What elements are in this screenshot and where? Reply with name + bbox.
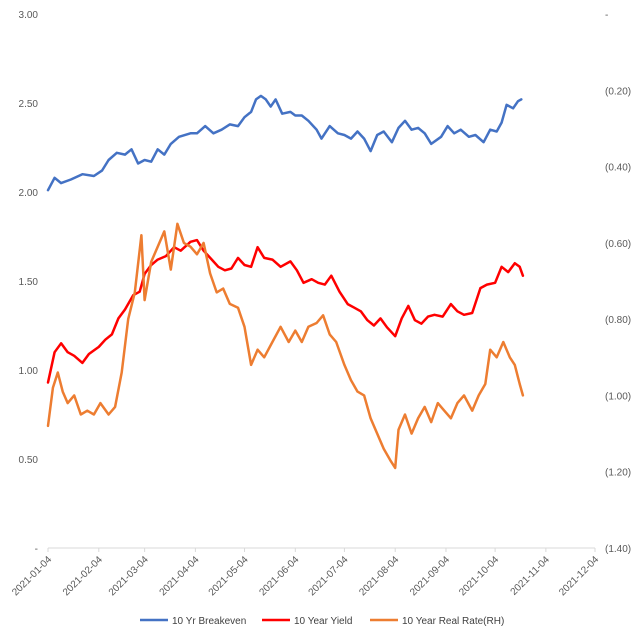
left-tick-label: 1.00 — [19, 366, 39, 377]
left-tick-label: 2.50 — [19, 99, 39, 110]
series-layer — [46, 94, 525, 470]
legend: 10 Yr Breakeven 10 Year Yield 10 Year Real… — [140, 616, 504, 627]
left-tick-label: 2.00 — [19, 188, 39, 199]
right-tick-label: (1.00) — [605, 391, 631, 402]
right-tick-label: (0.80) — [605, 315, 631, 326]
legend-label: 10 Yr Breakeven — [172, 616, 246, 627]
x-tick-label: 2021-05-04 — [207, 554, 251, 598]
legend-label: 10 Year Real Rate(RH) — [402, 616, 504, 627]
x-tick-label: 2021-12-04 — [557, 554, 601, 598]
x-tick-label: 2021-02-04 — [61, 554, 105, 598]
left-tick-label: 1.50 — [19, 277, 39, 288]
right-tick-label: (0.20) — [605, 86, 631, 97]
left-tick-label: 0.50 — [19, 455, 39, 466]
x-tick-label: 2021-06-04 — [257, 554, 301, 598]
x-tick-label: 2021-08-04 — [357, 554, 401, 598]
x-tick-label: 2021-11-04 — [509, 554, 553, 598]
left-axis: 3.00 2.50 2.00 1.50 1.00 0.50 - — [19, 10, 39, 555]
x-tick-label: 2021-03-04 — [107, 554, 151, 598]
left-tick-label: - — [35, 544, 38, 555]
series-line-1 — [46, 94, 523, 192]
x-tick-label: 2021-01-04 — [10, 554, 54, 598]
legend-label: 10 Year Yield — [294, 616, 352, 627]
x-tick-label: 2021-10-04 — [457, 554, 501, 598]
x-axis: 2021-01-04 2021-02-04 2021-03-04 2021-04-04… — [10, 548, 601, 598]
right-tick-label: (0.40) — [605, 163, 631, 174]
right-tick-label: (0.60) — [605, 239, 631, 250]
series-line-2 — [46, 238, 525, 384]
right-axis: - (0.20) (0.40) (0.60) (0.80) (1.00) (1.20) (1.… — [605, 10, 631, 555]
x-tick-label: 2021-04-04 — [158, 554, 202, 598]
right-tick-label: (1.40) — [605, 544, 631, 555]
left-tick-label: 3.00 — [19, 10, 39, 21]
x-tick-label: 2021-07-04 — [307, 554, 351, 598]
series-line-3 — [46, 222, 525, 470]
right-tick-label: - — [605, 10, 608, 21]
x-tick-label: 2021-09-04 — [408, 554, 452, 598]
right-tick-label: (1.20) — [605, 468, 631, 479]
